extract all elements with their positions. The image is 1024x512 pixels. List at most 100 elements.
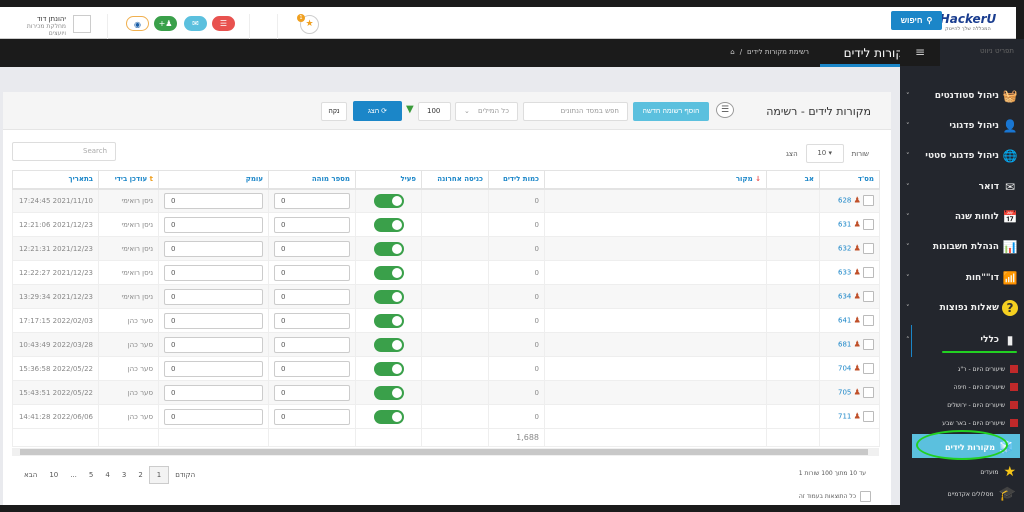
id-number-input[interactable]: 0 — [274, 384, 350, 401]
list-icon[interactable]: ☰ — [212, 16, 235, 31]
id-number-input[interactable]: 0 — [274, 312, 350, 329]
row-checkbox[interactable] — [863, 315, 874, 326]
page-1[interactable]: 1 — [148, 466, 170, 484]
chevron-down-icon[interactable]: ˅ — [906, 92, 910, 100]
column-header[interactable]: מס'ד — [819, 170, 880, 190]
chevron-down-icon[interactable]: ˅ — [906, 152, 910, 160]
column-header[interactable]: כמות לידים — [488, 170, 545, 190]
id-number-input[interactable]: 0 — [274, 264, 350, 281]
chevron-down-icon[interactable]: ˅ — [906, 243, 910, 251]
record-link[interactable]: 681 — [837, 340, 852, 349]
page-size-select[interactable]: 10 ▾ — [805, 144, 844, 163]
record-link[interactable]: 631 — [837, 220, 852, 229]
depth-input[interactable]: 0 — [164, 408, 263, 425]
active-toggle[interactable] — [373, 361, 404, 376]
mail-icon[interactable]: ✉ — [184, 16, 207, 31]
next-page[interactable]: הבא — [24, 471, 38, 479]
depth-input[interactable]: 0 — [164, 384, 263, 401]
row-checkbox[interactable] — [863, 339, 874, 350]
page-4[interactable]: 4 — [105, 471, 110, 479]
record-link[interactable]: 633 — [837, 268, 852, 277]
sidebar-item[interactable]: 👤 ניהול פדגוגי ˅ — [906, 116, 1018, 136]
depth-input[interactable]: 0 — [164, 360, 263, 377]
active-toggle[interactable] — [373, 217, 404, 232]
horizontal-scrollbar[interactable] — [12, 448, 879, 456]
active-toggle[interactable] — [373, 313, 404, 328]
row-checkbox[interactable] — [863, 291, 874, 302]
user-info[interactable]: יהונתן דוד מחלקת מכירות ויועצים — [26, 15, 66, 37]
scroll-thumb[interactable] — [20, 449, 868, 455]
sidebar-item[interactable]: 🎓 מסלולים אקדמיים — [920, 485, 1016, 503]
active-toggle[interactable] — [373, 265, 404, 280]
sidebar-subitem[interactable]: שיעורים היום - חיפה — [900, 380, 1018, 394]
clear-button[interactable]: נקה — [321, 102, 347, 121]
add-record-button[interactable]: הוסף רשומה חדשה — [633, 102, 709, 121]
page-10[interactable]: 10 — [49, 471, 59, 479]
active-toggle[interactable] — [373, 385, 404, 400]
sidebar-item[interactable]: 📊 הנהלת חשבונות ˅ — [906, 237, 1018, 257]
depth-input[interactable]: 0 — [164, 216, 263, 233]
chevron-up-icon[interactable]: ˄ — [906, 336, 910, 344]
id-number-input[interactable]: 0 — [274, 336, 350, 353]
filter-icon[interactable]: ▼ — [406, 104, 414, 115]
sidebar-subitem[interactable]: שיעורים היום - באר שבע — [900, 416, 1018, 430]
sidebar-item[interactable]: ▮ כללי ˄ — [906, 330, 1018, 350]
column-header[interactable]: t עודכן בידי — [98, 170, 159, 190]
sidebar-item[interactable]: 📅 לוחות שנה ˅ — [906, 207, 1018, 227]
logo[interactable]: HackerU המכללה שלך להייטק — [939, 12, 997, 32]
sidebar-item[interactable]: ★ מועדים — [920, 463, 1016, 481]
db-search-input[interactable]: חפש במסד הנתונים — [523, 102, 628, 121]
page-2[interactable]: 2 — [138, 471, 143, 479]
all-results-option[interactable]: כל התוצאות בעמוד זה — [799, 491, 871, 502]
row-checkbox[interactable] — [863, 387, 874, 398]
record-link[interactable]: 704 — [837, 364, 852, 373]
circle-icon[interactable]: ◉ — [126, 16, 149, 31]
row-checkbox[interactable] — [863, 267, 874, 278]
active-toggle[interactable] — [373, 241, 404, 256]
column-header[interactable]: כניסה אחרונה — [421, 170, 489, 190]
words-select[interactable]: כל המילים ⌄ — [455, 102, 518, 121]
show-button[interactable]: הצג ⟳ — [353, 101, 402, 121]
id-number-input[interactable]: 0 — [274, 240, 350, 257]
column-header[interactable]: פעיל — [355, 170, 422, 190]
record-link[interactable]: 634 — [837, 292, 852, 301]
table-search-input[interactable]: Search — [12, 142, 116, 161]
id-number-input[interactable]: 0 — [274, 288, 350, 305]
page-5[interactable]: 5 — [88, 471, 94, 479]
column-header[interactable]: ↓ מקור — [544, 170, 767, 190]
sidebar-item[interactable]: ? שאלות נפוצות ˅ — [906, 298, 1018, 318]
chevron-down-icon[interactable]: ˅ — [906, 183, 910, 191]
hamburger-icon[interactable]: ≡ — [900, 39, 940, 66]
depth-input[interactable]: 0 — [164, 264, 263, 281]
chevron-down-icon[interactable]: ˅ — [906, 274, 910, 282]
page-3[interactable]: 3 — [121, 471, 127, 479]
active-toggle[interactable] — [373, 409, 404, 424]
depth-input[interactable]: 0 — [164, 240, 263, 257]
depth-input[interactable]: 0 — [164, 192, 263, 209]
depth-input[interactable]: 0 — [164, 312, 263, 329]
sidebar-item[interactable]: ✉ דואר ˅ — [906, 177, 1018, 197]
column-header[interactable]: מספר מוהה — [268, 170, 356, 190]
prev-page[interactable]: הקודם — [175, 471, 196, 479]
global-search-button[interactable]: חיפוש ⚲ — [891, 11, 942, 30]
column-header[interactable]: בתאריך — [12, 170, 99, 190]
sidebar-subitem[interactable]: שיעורים היום - ירושלים — [900, 398, 1018, 412]
sidebar-subitem[interactable]: שיעורים היום - ר"ג — [900, 362, 1018, 376]
row-checkbox[interactable] — [863, 363, 874, 374]
record-link[interactable]: 711 — [837, 412, 852, 421]
active-toggle[interactable] — [373, 289, 404, 304]
depth-input[interactable]: 0 — [164, 288, 263, 305]
record-link[interactable]: 632 — [837, 244, 852, 253]
chevron-down-icon[interactable]: ˅ — [906, 304, 910, 312]
id-number-input[interactable]: 0 — [274, 360, 350, 377]
record-link[interactable]: 641 — [837, 316, 852, 325]
column-header[interactable]: עומק — [158, 170, 269, 190]
record-link[interactable]: 628 — [837, 196, 852, 205]
add-user-icon[interactable]: +♟ — [154, 16, 177, 31]
column-header[interactable]: אב — [766, 170, 820, 190]
chevron-down-icon[interactable]: ˅ — [906, 213, 910, 221]
id-number-input[interactable]: 0 — [274, 192, 350, 209]
active-toggle[interactable] — [373, 337, 404, 352]
id-number-input[interactable]: 0 — [274, 216, 350, 233]
row-checkbox[interactable] — [863, 411, 874, 422]
